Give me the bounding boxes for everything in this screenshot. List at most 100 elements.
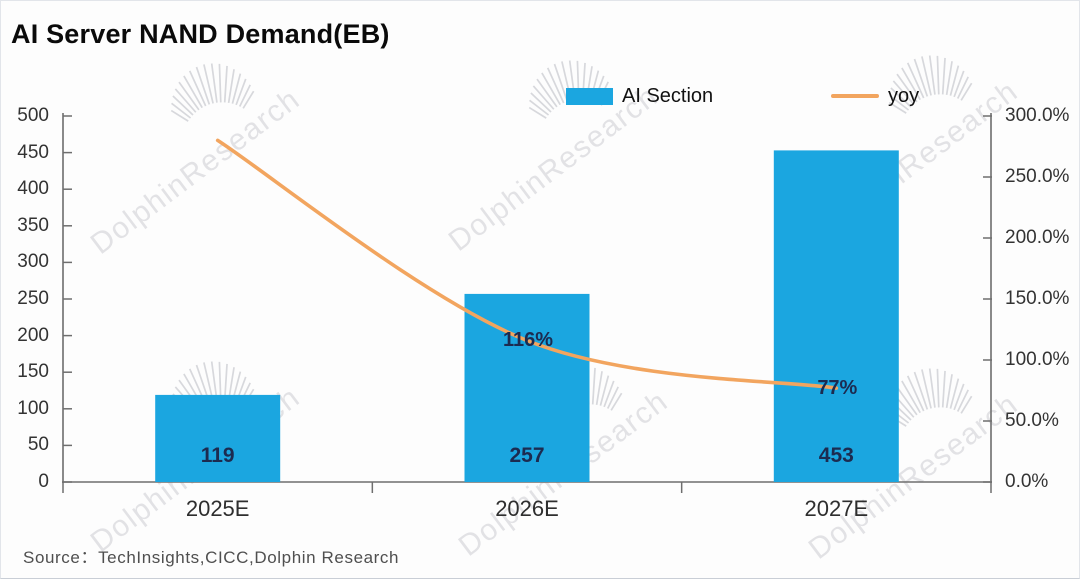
hatch-line	[529, 99, 550, 116]
hatch-line	[591, 367, 596, 405]
hatch-line	[599, 375, 610, 406]
bar-2026E	[464, 293, 590, 482]
hatch-line	[235, 376, 247, 404]
left-axis-tick-label: 450	[17, 141, 49, 163]
hatch-line	[896, 73, 918, 103]
hatch-line	[928, 368, 936, 408]
hatch-line	[231, 371, 242, 402]
left-axis-tick-label: 250	[17, 288, 49, 309]
bar-value-label: 453	[818, 444, 854, 467]
hatch-line	[949, 378, 960, 409]
hatch-line	[227, 69, 235, 103]
hatch-line	[542, 390, 565, 415]
left-axis-tick-label: 400	[17, 178, 49, 200]
hatch-line	[195, 66, 211, 105]
hatch-line	[546, 67, 565, 104]
yoy-value-label: 77%	[817, 377, 858, 400]
hatch-line	[203, 64, 214, 104]
watermark-stamp: DolphinResearch	[453, 341, 771, 578]
hatch-line	[941, 57, 946, 95]
right-axis-tick-label: 100.0%	[1005, 349, 1070, 370]
hatch-line	[561, 61, 572, 101]
hatch-line	[539, 404, 560, 421]
hatch-line	[941, 370, 946, 408]
source-note: Source：TechInsights,CICC,Dolphin Researc…	[23, 548, 400, 567]
hatch-line	[906, 375, 925, 412]
hatch-line	[183, 373, 203, 407]
dolphin-logo-hatch-icon	[528, 60, 613, 119]
hatch-line	[536, 78, 558, 108]
dolphin-logo-hatch-icon	[538, 365, 623, 424]
hatch-line	[600, 87, 613, 106]
watermark-stamp: DolphinResearch	[803, 31, 1079, 271]
hatch-line	[551, 377, 571, 411]
hatch-line	[195, 364, 211, 403]
hatch-line	[223, 363, 228, 401]
hatch-line	[174, 386, 197, 411]
hatch-line	[956, 389, 969, 412]
watermark-text: DolphinResearch	[84, 82, 307, 261]
hatch-line	[576, 60, 580, 100]
left-axis-tick-label: 150	[17, 361, 49, 383]
watermark-text: DolphinResearch	[802, 74, 1025, 253]
hatch-line	[945, 61, 953, 95]
hatch-line	[921, 56, 932, 96]
hatch-line	[170, 109, 189, 122]
x-axis-label-2027E: 2027E	[804, 496, 869, 521]
x-axis-label-2026E: 2026E	[495, 496, 559, 521]
hatch-line	[530, 92, 552, 113]
hatch-line	[538, 411, 557, 424]
right-axis-tick-label: 0.0%	[1005, 471, 1049, 492]
hatch-line	[890, 400, 912, 421]
hatch-line	[178, 81, 200, 111]
yoy-line-swatch	[831, 94, 879, 98]
hatch-line	[606, 386, 619, 409]
hatch-line	[890, 87, 912, 108]
bar-value-label: 119	[200, 444, 235, 467]
hatch-line	[242, 388, 255, 407]
watermark-stamp: DolphinResearch	[803, 344, 1079, 578]
watermark-text: DolphinResearch	[452, 384, 675, 563]
hatch-line	[242, 90, 255, 109]
hatch-line	[901, 67, 921, 101]
hatch-line	[183, 75, 203, 109]
hatch-line	[585, 66, 593, 100]
hatch-line	[571, 366, 582, 406]
hatch-line	[896, 386, 918, 416]
hatch-line	[532, 85, 555, 110]
hatch-line	[596, 81, 609, 104]
hatch-line	[170, 407, 189, 420]
hatch-line	[210, 361, 218, 401]
hatch-line	[171, 102, 192, 119]
bar-2025E	[155, 394, 281, 482]
left-axis-tick-label: 100	[17, 397, 49, 419]
hatch-line	[949, 65, 960, 96]
dolphin-logo-hatch-icon	[888, 55, 973, 114]
hatch-line	[231, 73, 242, 104]
hatch-line	[172, 393, 194, 414]
x-axis-label-2025E: 2025E	[185, 496, 250, 521]
hatch-line	[892, 393, 915, 418]
hatch-line	[593, 75, 605, 103]
hatch-line	[913, 58, 929, 97]
watermark-stamp: DolphinResearch	[85, 337, 403, 577]
hatch-line	[586, 365, 590, 405]
hatch-line	[610, 392, 623, 411]
hatch-line	[188, 70, 207, 107]
hatch-line	[238, 382, 251, 405]
left-axis-tick-label: 200	[17, 324, 49, 346]
hatch-line	[218, 361, 222, 401]
hatch-line	[901, 380, 921, 414]
left-axis-tick-label: 50	[27, 434, 49, 456]
dolphin-logo-hatch-icon	[170, 361, 255, 420]
hatch-line	[218, 63, 222, 103]
hatch-line	[171, 400, 192, 417]
hatch-line	[889, 407, 910, 424]
right-axis-tick-label: 300.0%	[1005, 105, 1070, 126]
hatch-line	[595, 371, 603, 405]
hatch-line	[928, 55, 936, 95]
legend-label-yoy: yoy	[888, 84, 920, 107]
